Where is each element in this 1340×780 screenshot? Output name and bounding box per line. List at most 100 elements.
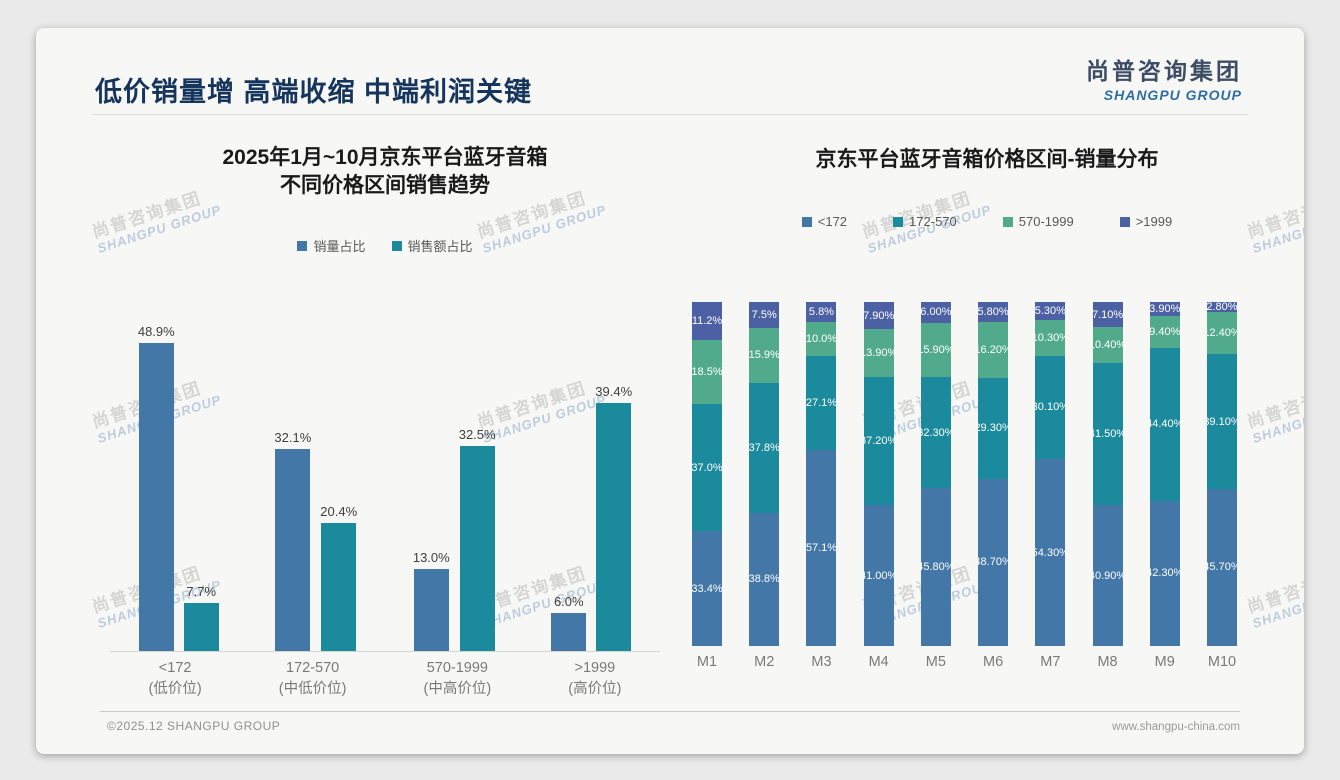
stacked-bar: 45.80% 32.30% 15.90% 6.00% — [920, 302, 951, 646]
stacked-bar: 33.4% 37.0% 18.5% 11.2% — [692, 302, 722, 646]
bar — [275, 448, 311, 651]
segment-value-label: 32.30% — [921, 426, 951, 439]
header-divider — [92, 114, 1248, 115]
bar-value-label: 32.1% — [274, 429, 312, 445]
segment-value-label: 42.30% — [1150, 567, 1180, 580]
segment-value-label: 30.10% — [1035, 401, 1065, 414]
bar-group: 32.1% 20.4% — [274, 430, 357, 651]
segment-value-label: 7.10% — [1092, 308, 1123, 321]
segment-value-label: 15.9% — [749, 349, 780, 362]
watermark-line1: 尚普咨询集团 — [1244, 188, 1304, 242]
segment-value-label: 6.00% — [920, 306, 951, 319]
legend-label: <172 — [817, 214, 848, 229]
segment-value-label: 37.8% — [749, 441, 780, 454]
bar-segment: 5.30% — [1035, 302, 1066, 321]
segment-value-label: 5.8% — [808, 306, 834, 319]
bar-segment: 5.80% — [978, 302, 1009, 323]
stacked-bar: 54.30% 30.10% 10.30% 5.30% — [1035, 302, 1066, 646]
watermark-line2: SHANGPU GROUP — [1250, 392, 1304, 447]
legend-label: 172-570 — [909, 214, 957, 229]
stacked-bar: 45.70% 39.10% 12.40% 2.80% — [1206, 302, 1237, 646]
bar — [596, 402, 632, 651]
legend-swatch-icon — [1119, 216, 1130, 227]
month-label: M9 — [1154, 654, 1175, 670]
category-tier: (中高价位) — [423, 681, 492, 697]
legend-item: 172-570 — [893, 214, 957, 229]
bar-segment: 48.70% — [978, 478, 1009, 646]
bar-segment: 41.00% — [863, 505, 894, 646]
right-chart-title: 京东平台蓝牙音箱价格区间-销量分布 — [815, 148, 1159, 171]
watermark-line1: 尚普咨询集团 — [1244, 563, 1304, 617]
category-label: 172-570 (中低价位) — [279, 658, 347, 700]
bar-segment: 10.30% — [1035, 320, 1066, 356]
bar-segment: 5.8% — [806, 302, 837, 323]
month-label: M7 — [1040, 654, 1061, 670]
segment-value-label: 38.8% — [749, 573, 780, 586]
legend-swatch-icon — [297, 240, 308, 251]
bar — [459, 446, 495, 651]
legend-item: >1999 — [1119, 214, 1172, 229]
left-chart-title-line2: 不同价格区间销售趋势 — [280, 174, 490, 197]
bar-segment: 3.90% — [1149, 302, 1180, 316]
bar-column: 32.5% — [459, 427, 496, 651]
bar-group: 13.0% 32.5% — [413, 427, 496, 651]
segment-value-label: 18.5% — [692, 366, 722, 379]
left-chart-category-axis: <172 (低价位) 172-570 (中低价位) 570-1999 (中高价位) >199… — [110, 658, 660, 700]
bar-segment: 41.50% — [1092, 362, 1123, 506]
bar-segment: 12.40% — [1206, 311, 1237, 355]
category-range: <172 — [158, 660, 192, 676]
legend-item: 销量占比 — [297, 236, 366, 255]
segment-value-label: 45.80% — [921, 561, 951, 574]
bar-segment: 27.1% — [806, 356, 837, 450]
bar-segment: 44.40% — [1149, 347, 1180, 501]
legend-swatch-icon — [391, 240, 402, 251]
month-label: M8 — [1097, 654, 1118, 670]
category-tier: (高价位) — [568, 681, 622, 697]
bar-segment: 16.20% — [978, 322, 1009, 378]
segment-value-label: 44.40% — [1150, 418, 1180, 431]
bar-segment: 10.40% — [1092, 326, 1123, 363]
bar-column: 32.1% — [274, 430, 311, 651]
bar — [321, 522, 357, 651]
month-label: M3 — [811, 654, 832, 670]
watermark-line2: SHANGPU GROUP — [1250, 577, 1304, 632]
legend-item: 销售额占比 — [391, 236, 473, 255]
bar-segment: 54.30% — [1035, 459, 1066, 646]
left-chart-title-line1: 2025年1月~10月京东平台蓝牙音箱 — [222, 146, 548, 169]
watermark-line1: 尚普咨询集团 — [1244, 378, 1304, 432]
bar-value-label: 39.4% — [595, 383, 633, 399]
bar-column: 20.4% — [320, 503, 358, 651]
segment-value-label: 10.0% — [806, 333, 837, 346]
category-tier: (中低价位) — [278, 681, 347, 697]
legend-item: <172 — [801, 214, 848, 229]
segment-value-label: 16.20% — [978, 343, 1008, 356]
category-label: <172 (低价位) — [149, 658, 202, 700]
bar-value-label: 20.4% — [320, 503, 358, 519]
bar-segment: 42.30% — [1149, 500, 1180, 646]
bar-segment: 2.80% — [1206, 302, 1237, 312]
left-chart-title: 2025年1月~10月京东平台蓝牙音箱 不同价格区间销售趋势 — [110, 144, 660, 200]
month-label: M10 — [1207, 654, 1237, 670]
category-label: 570-1999 (中高价位) — [424, 658, 492, 700]
left-chart-legend: 销量占比 销售额占比 — [110, 236, 660, 255]
bar-segment: 39.10% — [1206, 354, 1237, 489]
bar-group: 48.9% 7.7% — [138, 324, 219, 651]
bar-value-label: 48.9% — [137, 323, 175, 339]
watermark-line1: 尚普咨询集团 — [859, 188, 974, 242]
bar-column: 39.4% — [595, 384, 632, 651]
segment-value-label: 45.70% — [1207, 561, 1237, 574]
right-chart-plot: 33.4% 37.0% 18.5% 11.2% 38.8% 37.8% 15.9% 7.5% 5… — [692, 302, 1237, 646]
category-label: >1999 (高价位) — [568, 658, 621, 700]
stacked-bar: 40.90% 41.50% 10.40% 7.10% — [1092, 302, 1123, 646]
segment-value-label: 48.70% — [978, 556, 1008, 569]
bar — [413, 569, 449, 651]
stacked-bar: 38.8% 37.8% 15.9% 7.5% — [749, 302, 780, 646]
page-title: 低价销量增 高端收缩 中端利润关键 — [95, 77, 533, 107]
segment-value-label: 10.30% — [1035, 332, 1065, 344]
bar-segment: 37.20% — [863, 377, 894, 505]
report-card: 尚普咨询集团 SHANGPU GROUP 尚普咨询集团 SHANGPU GROUP 尚普… — [36, 28, 1304, 754]
copyright-text: ©2025.12 SHANGPU GROUP — [107, 719, 281, 733]
segment-value-label: 37.0% — [692, 461, 722, 474]
bar-segment: 10.0% — [806, 322, 837, 357]
month-label: M2 — [754, 654, 775, 670]
